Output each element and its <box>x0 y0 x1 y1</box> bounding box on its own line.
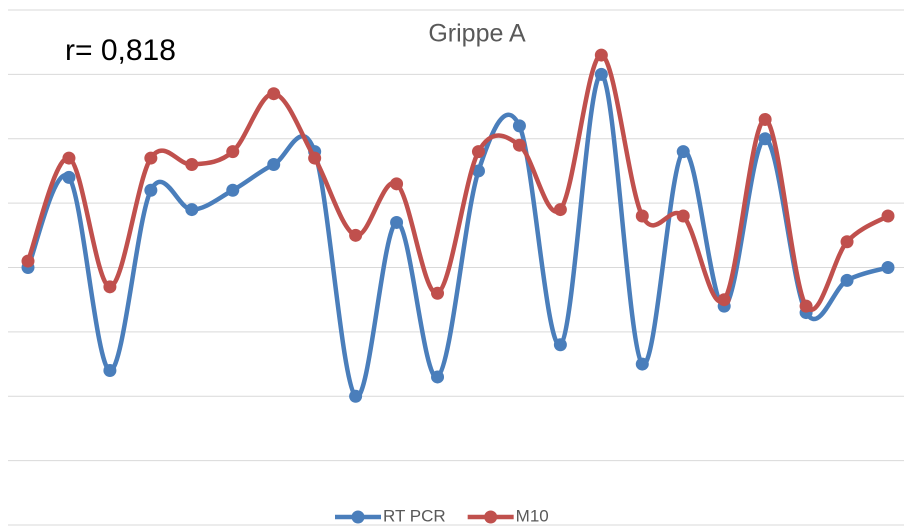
point <box>799 299 813 313</box>
point <box>881 209 895 223</box>
legend-marker <box>484 510 498 524</box>
point <box>103 280 117 294</box>
point <box>840 273 854 287</box>
annotation: r= 0,818 <box>65 34 176 67</box>
legend-label: RT PCR <box>383 506 446 525</box>
point <box>553 203 567 217</box>
point <box>512 119 526 133</box>
point <box>21 254 35 268</box>
point <box>267 158 281 171</box>
point <box>62 151 76 165</box>
point <box>390 215 404 229</box>
legend-label: M10 <box>516 506 549 525</box>
point <box>717 293 731 307</box>
point <box>144 183 158 197</box>
point <box>431 370 445 384</box>
point <box>840 235 854 249</box>
legend-marker <box>351 510 365 524</box>
point <box>226 183 240 197</box>
point <box>226 145 240 159</box>
point <box>185 203 199 217</box>
point <box>62 170 76 184</box>
point <box>758 112 772 126</box>
point <box>471 145 485 159</box>
point <box>635 357 649 371</box>
point <box>881 261 895 274</box>
point <box>308 151 322 165</box>
chart-title: Grippe A <box>428 20 526 48</box>
point <box>553 338 567 352</box>
point <box>185 158 199 171</box>
point <box>349 389 363 403</box>
point <box>512 138 526 152</box>
point <box>144 151 158 165</box>
point <box>676 209 690 223</box>
point <box>390 177 404 191</box>
point <box>594 48 608 62</box>
point <box>471 164 485 178</box>
point <box>103 364 117 377</box>
point <box>594 67 608 81</box>
point <box>431 286 445 300</box>
point <box>758 132 772 146</box>
point <box>349 228 363 242</box>
point <box>676 145 690 159</box>
point <box>267 87 281 101</box>
point <box>635 209 649 223</box>
